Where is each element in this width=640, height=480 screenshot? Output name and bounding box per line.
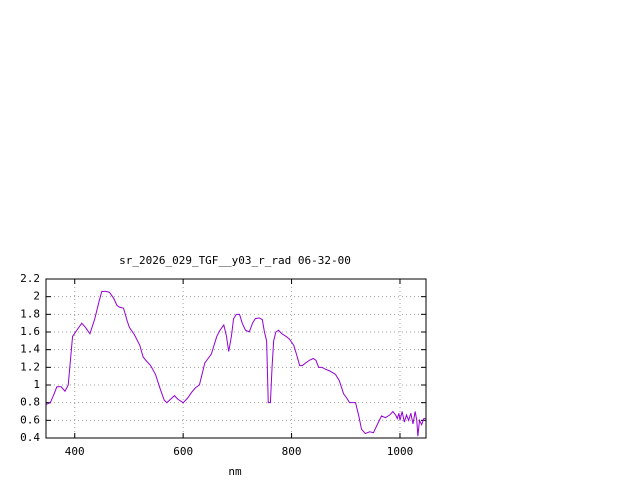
y-tick-label: 1.6 — [20, 325, 40, 338]
x-tick-label: 400 — [65, 445, 85, 458]
y-tick-label: 1.4 — [20, 343, 40, 356]
x-axis-label: nm — [228, 465, 242, 478]
data-line — [45, 290, 426, 437]
y-tick-label: 2.2 — [20, 272, 40, 285]
chart-title: sr_2026_029_TGF__y03_r_rad 06-32-00 — [119, 254, 351, 267]
y-tick-label: 1.2 — [20, 360, 40, 373]
y-tick-label: 1 — [33, 378, 40, 391]
plot-border — [45, 278, 427, 439]
x-tick-label: 1000 — [387, 445, 414, 458]
y-tick-label: 2 — [33, 290, 40, 303]
x-tick-label: 600 — [173, 445, 193, 458]
y-tick-label: 0.4 — [20, 431, 40, 444]
x-tick-label: 800 — [282, 445, 302, 458]
y-tick-label: 0.8 — [20, 396, 40, 409]
y-tick-label: 1.8 — [20, 307, 40, 320]
y-tick-label: 0.6 — [20, 413, 40, 426]
